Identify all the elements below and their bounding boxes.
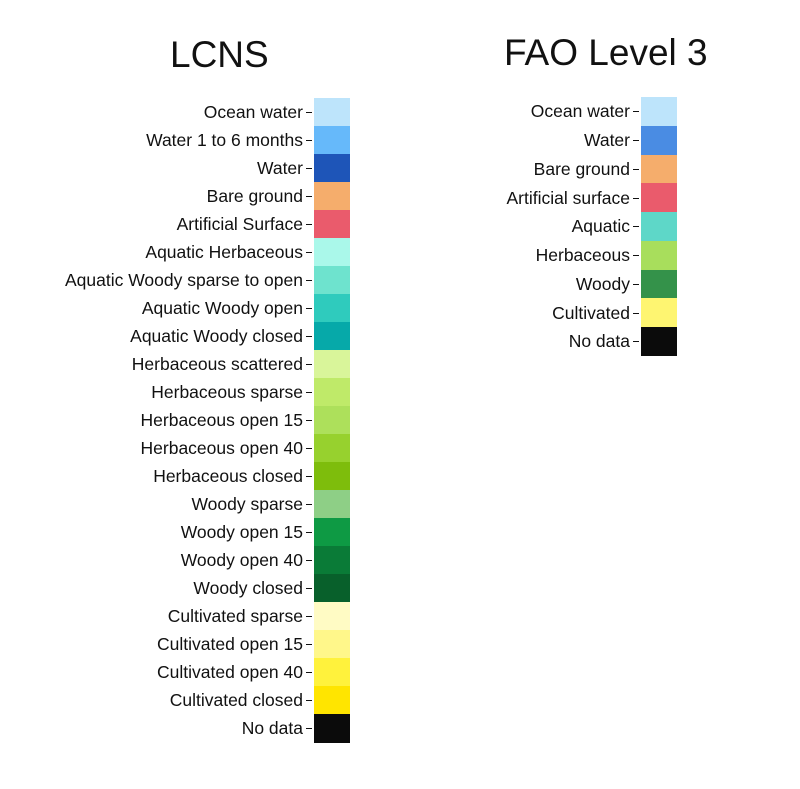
fao-water-label: Water	[583, 130, 630, 151]
lcns-water-swatch	[314, 154, 350, 183]
lcns-herbaceous-scattered-swatch	[314, 350, 350, 379]
fao-bare-ground-swatch	[641, 154, 677, 184]
lcns-herbaceous-scattered-tick	[306, 364, 312, 365]
lcns-ocean-water-swatch	[314, 98, 350, 127]
fao-level-3-title: FAO Level 3	[504, 32, 708, 73]
lcns-herbaceous-sparse-swatch	[314, 378, 350, 407]
lcns-herbaceous-open-15-label: Herbaceous open 15	[140, 410, 303, 430]
fao-ocean-water-tick	[633, 111, 639, 113]
lcns-woody-open-15-swatch	[314, 518, 350, 547]
lcns-aquatic-woody-sparse-to-open-label: Aquatic Woody sparse to open	[64, 270, 303, 290]
lcns-aquatic-woody-closed-tick	[306, 336, 312, 337]
lcns-woody-open-40-label: Woody open 40	[180, 550, 303, 570]
fao-woody-swatch	[641, 269, 677, 299]
lcns-ocean-water-label: Ocean water	[203, 102, 303, 122]
fao-water-tick	[633, 140, 639, 142]
lcns-aquatic-woody-open-swatch	[314, 294, 350, 323]
lcns-bare-ground-label: Bare ground	[206, 186, 303, 206]
fao-aquatic-tick	[633, 226, 639, 228]
lcns-aquatic-woody-sparse-to-open-swatch	[314, 266, 350, 295]
fao-ocean-water-swatch	[641, 97, 677, 127]
lcns-aquatic-woody-sparse-to-open-tick	[306, 280, 312, 281]
lcns-herbaceous-sparse-tick	[306, 392, 312, 393]
fao-herbaceous-tick	[633, 255, 639, 257]
fao-aquatic-swatch	[641, 212, 677, 242]
fao-no-data-swatch	[641, 327, 677, 357]
lcns-aquatic-woody-open-tick	[306, 308, 312, 309]
lcns-woody-open-15-tick	[306, 532, 312, 533]
lcns-herbaceous-closed-label: Herbaceous closed	[153, 466, 303, 486]
lcns-cultivated-closed-tick	[306, 700, 312, 701]
fao-herbaceous-swatch	[641, 240, 677, 271]
lcns-woody-sparse-swatch	[314, 490, 350, 519]
fao-water-swatch	[641, 125, 677, 156]
fao-artificial-surface-tick	[633, 197, 639, 199]
lcns-ocean-water-tick	[306, 112, 312, 113]
lcns-bare-ground-tick	[306, 196, 312, 197]
lcns-woody-closed-swatch	[314, 574, 350, 603]
lcns-water-1-to-6-months-swatch	[314, 126, 350, 155]
lcns-cultivated-sparse-label: Cultivated sparse	[167, 606, 303, 626]
lcns-herbaceous-open-40-label: Herbaceous open 40	[140, 438, 303, 458]
lcns-cultivated-open-15-tick	[306, 644, 312, 645]
lcns-cultivated-sparse-swatch	[314, 602, 350, 631]
lcns-cultivated-open-15-label: Cultivated open 15	[157, 634, 303, 654]
lcns-title: LCNS	[170, 34, 269, 75]
lcns-cultivated-open-40-label: Cultivated open 40	[157, 662, 303, 682]
lcns-cultivated-closed-label: Cultivated closed	[169, 690, 303, 710]
fao-no-data-label: No data	[568, 331, 630, 352]
fao-aquatic-label: Aquatic	[571, 216, 630, 237]
lcns-herbaceous-open-40-tick	[306, 448, 312, 449]
lcns-no-data-label: No data	[241, 718, 303, 738]
fao-herbaceous-label: Herbaceous	[535, 245, 630, 266]
fao-artificial-surface-swatch	[641, 183, 677, 213]
fao-woody-tick	[633, 283, 639, 285]
lcns-cultivated-sparse-tick	[306, 616, 312, 617]
lcns-water-tick	[306, 168, 312, 169]
fao-cultivated-label: Cultivated	[552, 302, 630, 323]
lcns-aquatic-woody-closed-label: Aquatic Woody closed	[130, 326, 303, 346]
lcns-cultivated-closed-swatch	[314, 686, 350, 715]
lcns-bare-ground-swatch	[314, 182, 350, 211]
lcns-woody-open-40-tick	[306, 560, 312, 561]
lcns-cultivated-open-40-tick	[306, 672, 312, 673]
lcns-aquatic-herbaceous-tick	[306, 252, 312, 253]
lcns-woody-closed-label: Woody closed	[193, 578, 303, 598]
lcns-no-data-swatch	[314, 714, 350, 743]
fao-cultivated-swatch	[641, 298, 677, 328]
lcns-woody-sparse-label: Woody sparse	[191, 494, 303, 514]
lcns-woody-open-40-swatch	[314, 546, 350, 575]
lcns-herbaceous-open-40-swatch	[314, 434, 350, 463]
lcns-cultivated-open-15-swatch	[314, 630, 350, 659]
fao-cultivated-tick	[633, 312, 639, 314]
lcns-aquatic-woody-open-label: Aquatic Woody open	[141, 298, 303, 318]
lcns-artificial-surface-tick	[306, 224, 312, 225]
fao-bare-ground-label: Bare ground	[533, 158, 630, 179]
lcns-woody-closed-tick	[306, 588, 312, 589]
lcns-herbaceous-scattered-label: Herbaceous scattered	[131, 354, 303, 374]
fao-no-data-tick	[633, 341, 639, 343]
lcns-herbaceous-open-15-tick	[306, 420, 312, 421]
fao-artificial-surface-label: Artificial surface	[506, 187, 630, 208]
lcns-cultivated-open-40-swatch	[314, 658, 350, 687]
lcns-herbaceous-sparse-label: Herbaceous sparse	[151, 382, 303, 402]
lcns-water-1-to-6-months-label: Water 1 to 6 months	[146, 130, 303, 150]
lcns-aquatic-herbaceous-label: Aquatic Herbaceous	[145, 242, 303, 262]
lcns-artificial-surface-label: Artificial Surface	[176, 214, 303, 234]
lcns-herbaceous-open-15-swatch	[314, 406, 350, 435]
lcns-artificial-surface-swatch	[314, 210, 350, 239]
lcns-water-1-to-6-months-tick	[306, 140, 312, 141]
lcns-aquatic-herbaceous-swatch	[314, 238, 350, 267]
lcns-woody-open-15-label: Woody open 15	[180, 522, 303, 542]
lcns-herbaceous-closed-swatch	[314, 462, 350, 491]
lcns-no-data-tick	[306, 728, 312, 729]
lcns-water-label: Water	[256, 158, 303, 178]
lcns-herbaceous-closed-tick	[306, 476, 312, 477]
fao-bare-ground-tick	[633, 168, 639, 170]
fao-woody-label: Woody	[575, 273, 630, 294]
lcns-aquatic-woody-closed-swatch	[314, 322, 350, 351]
fao-ocean-water-label: Ocean water	[530, 101, 630, 122]
lcns-woody-sparse-tick	[306, 504, 312, 505]
